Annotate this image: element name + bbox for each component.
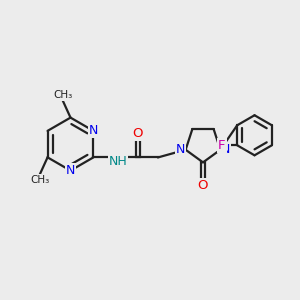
Text: N: N <box>221 143 230 156</box>
Text: O: O <box>132 127 143 140</box>
Text: NH: NH <box>109 155 127 168</box>
Text: F: F <box>218 139 226 152</box>
Text: N: N <box>89 124 98 137</box>
Text: N: N <box>66 164 75 177</box>
Text: N: N <box>176 143 185 156</box>
Text: CH₃: CH₃ <box>31 175 50 185</box>
Text: CH₃: CH₃ <box>53 90 73 100</box>
Text: O: O <box>198 179 208 192</box>
